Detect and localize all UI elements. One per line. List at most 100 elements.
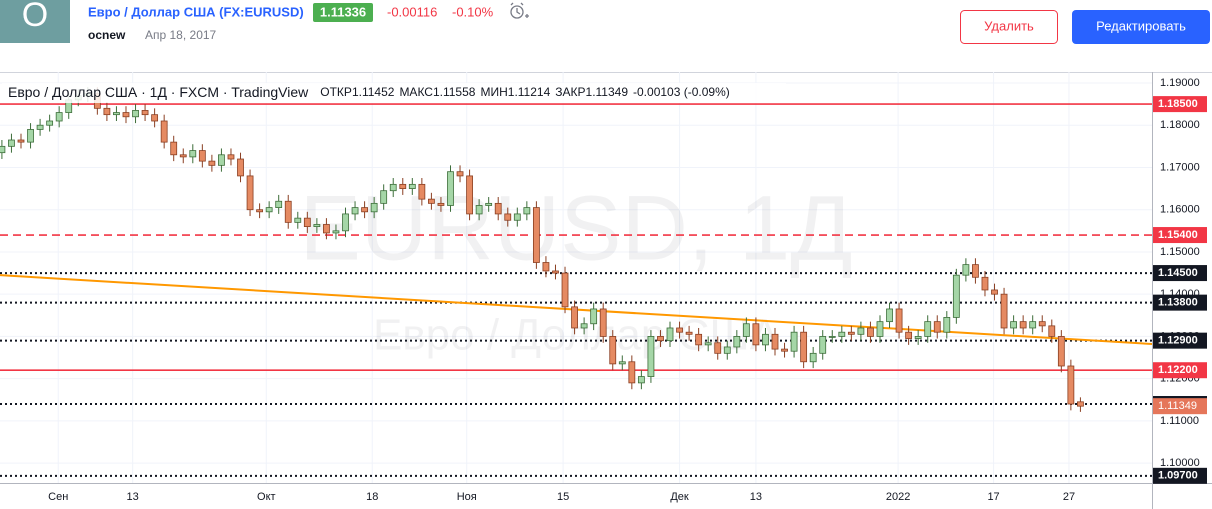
level-label: 1.12200 bbox=[1158, 364, 1198, 376]
candle-body bbox=[504, 213, 512, 221]
ohlc-label: ОТКР bbox=[320, 85, 352, 99]
candle-body bbox=[762, 333, 769, 346]
candle-body bbox=[0, 145, 6, 154]
candle-body bbox=[380, 190, 388, 204]
last-price-label: 1.11349 bbox=[1158, 400, 1197, 412]
candle-body bbox=[332, 230, 340, 234]
candle-body bbox=[46, 120, 54, 126]
y-tick-label: 1.17000 bbox=[1160, 161, 1200, 173]
y-tick-label: 1.10000 bbox=[1160, 457, 1200, 469]
ohlc-label: МАКС bbox=[399, 85, 433, 99]
candle-body bbox=[532, 207, 540, 263]
candle-body bbox=[447, 171, 454, 206]
candle-body bbox=[198, 150, 206, 162]
candle-body bbox=[218, 154, 225, 166]
candle-body bbox=[1000, 293, 1008, 329]
candle-body bbox=[552, 270, 559, 274]
candle-body bbox=[847, 331, 855, 335]
candle-body bbox=[771, 333, 779, 350]
author[interactable]: ocnew bbox=[88, 28, 126, 42]
y-tick-label: 1.18000 bbox=[1160, 119, 1200, 131]
x-tick-label: Ноя bbox=[457, 491, 477, 503]
ohlc-label: ЗАКР bbox=[555, 85, 585, 99]
level-label: 1.18500 bbox=[1158, 98, 1198, 110]
legend-title: Евро / Доллар США · 1Д · FXCM · TradingV… bbox=[8, 84, 309, 100]
candle-body bbox=[972, 264, 979, 278]
level-label-bg bbox=[1153, 96, 1207, 113]
candle-body bbox=[284, 200, 292, 223]
candle-body bbox=[590, 308, 598, 325]
candle-body bbox=[485, 202, 493, 206]
level-label: 1.15400 bbox=[1158, 229, 1198, 241]
candle-body bbox=[523, 207, 531, 215]
edit-button[interactable] bbox=[1072, 10, 1210, 44]
candle-body bbox=[647, 336, 655, 377]
candle-body bbox=[141, 110, 149, 116]
candle-body bbox=[179, 154, 187, 158]
candle-body bbox=[1038, 321, 1046, 327]
candle-body bbox=[924, 321, 932, 337]
candle-body bbox=[571, 306, 578, 329]
candle-body bbox=[342, 213, 349, 232]
candle-body bbox=[628, 361, 636, 384]
candle-body bbox=[475, 205, 483, 215]
candle-body bbox=[294, 217, 302, 223]
x-tick-label: Окт bbox=[257, 491, 276, 503]
y-tick-label: 1.16000 bbox=[1160, 204, 1200, 216]
delete-button[interactable] bbox=[960, 10, 1058, 44]
price-badge bbox=[313, 3, 373, 22]
candle-body bbox=[122, 112, 130, 118]
logo-box bbox=[0, 0, 70, 43]
candle-body bbox=[618, 361, 626, 365]
level-label: 1.14500 bbox=[1158, 267, 1198, 279]
candle-body bbox=[695, 333, 703, 346]
candle-body bbox=[17, 139, 25, 143]
candle-body bbox=[170, 141, 178, 156]
candle-body bbox=[666, 327, 674, 342]
candle-body bbox=[991, 289, 998, 295]
y-tick-label: 1.19000 bbox=[1160, 77, 1200, 89]
candle-body bbox=[389, 183, 397, 192]
candle-body bbox=[208, 160, 216, 166]
change: -0.00116 bbox=[387, 4, 437, 19]
candle-body bbox=[1048, 325, 1056, 337]
candle-body bbox=[227, 154, 235, 160]
level-label-bg bbox=[1153, 467, 1207, 484]
watermark: EURUSD, 1Д bbox=[299, 177, 852, 279]
candle-body bbox=[886, 308, 893, 323]
candle-body bbox=[466, 175, 473, 215]
candle-body bbox=[952, 274, 960, 318]
candle-body bbox=[399, 183, 407, 189]
candle-body bbox=[752, 323, 760, 346]
candle-body bbox=[914, 336, 922, 339]
candle-body bbox=[867, 327, 874, 337]
x-tick-label: 15 bbox=[557, 491, 569, 503]
candle-body bbox=[723, 346, 731, 354]
candle-body bbox=[943, 317, 951, 333]
symbol[interactable]: Евро / Доллар США (FX:EURUSD) bbox=[88, 4, 304, 19]
candle-body bbox=[456, 171, 464, 177]
candle-body bbox=[256, 209, 264, 213]
delete-label[interactable]: Удалить bbox=[984, 18, 1034, 33]
candle-body bbox=[351, 207, 359, 215]
ohlc-value: 1.11558 bbox=[433, 85, 476, 99]
candle-body bbox=[876, 321, 884, 337]
candle-body bbox=[1077, 401, 1084, 407]
candle-body bbox=[103, 107, 111, 116]
alert-icon[interactable] bbox=[510, 2, 529, 19]
candle-body bbox=[962, 264, 970, 276]
x-tick-label: 13 bbox=[750, 491, 762, 503]
candle-body bbox=[418, 183, 426, 200]
candle-body bbox=[1067, 365, 1075, 405]
candle-body bbox=[637, 376, 645, 384]
candle-body bbox=[27, 129, 34, 143]
candle-body bbox=[838, 331, 846, 337]
ohlc-value: 1.11452 bbox=[352, 85, 395, 99]
candle-body bbox=[370, 202, 378, 213]
candle-body bbox=[657, 336, 664, 342]
edit-label[interactable]: Редактировать bbox=[1096, 18, 1186, 33]
candle-body bbox=[685, 331, 693, 335]
candle-body bbox=[1010, 321, 1018, 329]
